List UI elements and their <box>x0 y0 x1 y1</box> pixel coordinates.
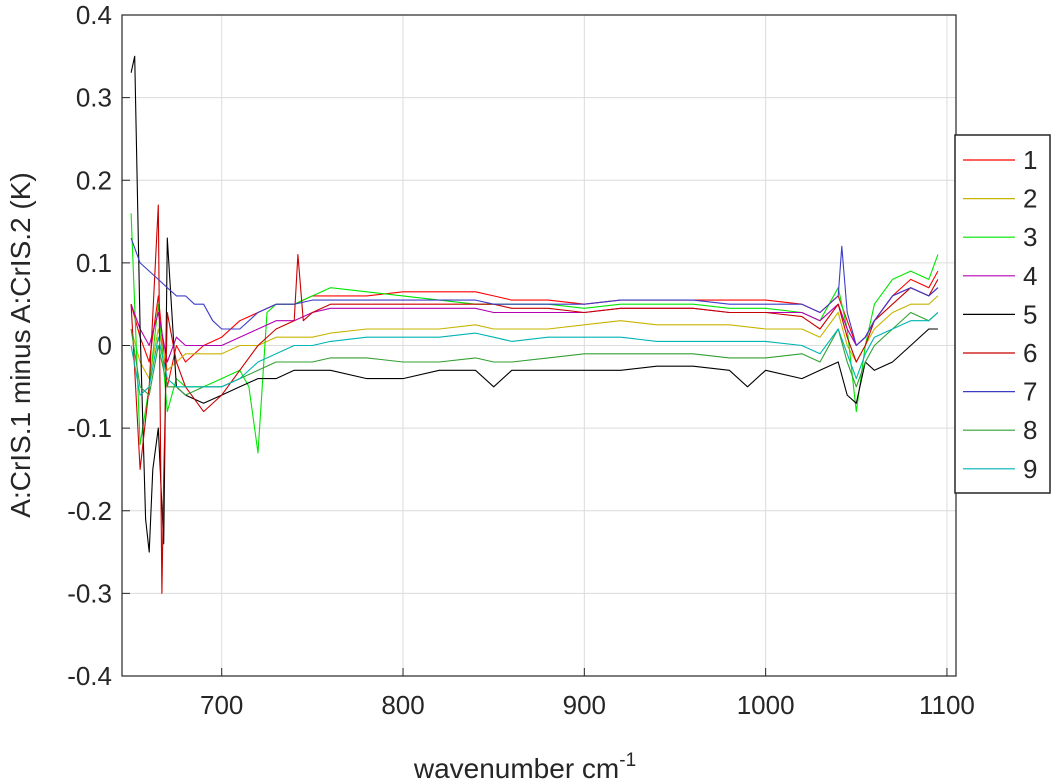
x-tick-label: 800 <box>381 690 424 720</box>
series-line-1 <box>130 270 939 388</box>
y-tick-label: 0.3 <box>76 83 112 113</box>
legend-label-4: 4 <box>1023 261 1037 291</box>
series-line-9 <box>130 312 939 396</box>
series-lines <box>130 55 939 594</box>
x-tick-label: 1000 <box>737 690 795 720</box>
axis-ticks: 700 800 900 1000 1100 -0.4 -0.3 -0.2 -0.1 0 0.1 0.2… <box>67 0 975 720</box>
series-line-6 <box>130 204 939 594</box>
series-group <box>130 55 939 594</box>
x-tick-label: 700 <box>200 690 243 720</box>
y-axis-label: A:CrIS.1 minus A:CrIS.2 (K) <box>5 172 36 517</box>
x-tick-label: 900 <box>563 690 606 720</box>
legend-label-9: 9 <box>1023 454 1037 484</box>
y-tick-label: 0.4 <box>76 0 112 30</box>
legend-label-8: 8 <box>1023 415 1037 445</box>
legend-label-2: 2 <box>1023 184 1037 214</box>
legend: 1 2 3 4 5 6 7 8 9 <box>954 134 1051 494</box>
y-tick-label: 0 <box>98 331 112 361</box>
series-line-7 <box>130 237 939 347</box>
y-tick-label: -0.3 <box>67 578 112 608</box>
y-tick-label: -0.2 <box>67 496 112 526</box>
x-axis-label-text: wavenumber cm <box>413 753 619 784</box>
legend-label-7: 7 <box>1023 377 1037 407</box>
y-tick-label: -0.4 <box>67 661 112 691</box>
y-tick-label: 0.2 <box>76 165 112 195</box>
series-line-4 <box>130 287 939 363</box>
legend-label-3: 3 <box>1023 222 1037 252</box>
y-tick-label: -0.1 <box>67 413 112 443</box>
legend-label-1: 1 <box>1023 145 1037 175</box>
x-axis-label-superscript: -1 <box>619 750 636 771</box>
series-line-5 <box>130 55 938 553</box>
legend-label-5: 5 <box>1023 299 1037 329</box>
x-axis-label: wavenumber cm-1 <box>413 750 636 784</box>
series-line-8 <box>130 311 939 396</box>
y-tick-label: 0.1 <box>76 248 112 278</box>
x-tick-label: 1100 <box>919 690 975 720</box>
series-line-2 <box>130 295 939 380</box>
legend-label-6: 6 <box>1023 338 1037 368</box>
